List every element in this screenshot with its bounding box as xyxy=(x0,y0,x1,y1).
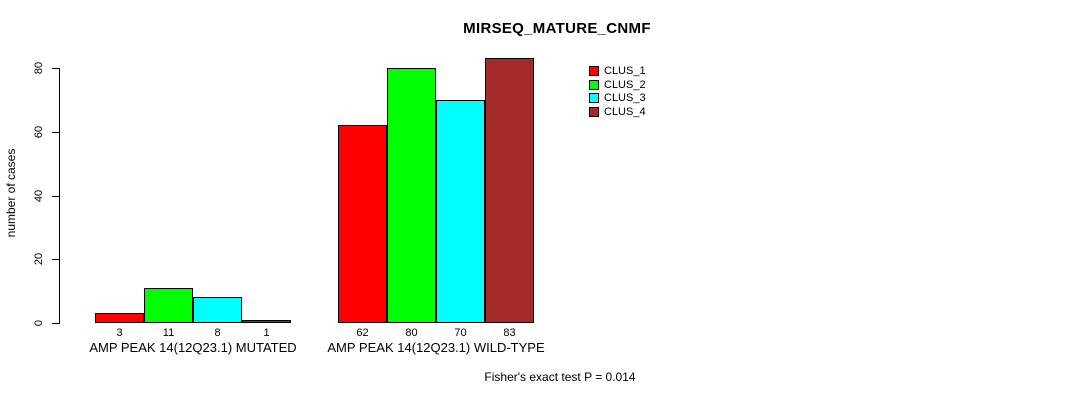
bar-clus_2-group1 xyxy=(144,288,193,323)
legend-label-clus_1: CLUS_1 xyxy=(604,65,646,77)
y-tick xyxy=(52,196,59,197)
y-axis-title: number of cases xyxy=(4,148,18,238)
y-tick xyxy=(52,132,59,133)
y-tick xyxy=(52,68,59,69)
y-tick xyxy=(52,259,59,260)
statistical-test-footnote: Fisher's exact test P = 0.014 xyxy=(484,370,636,384)
bar-clus_4-group2 xyxy=(485,58,534,323)
bar-clus_2-group2 xyxy=(387,68,436,323)
bar-value-label: 80 xyxy=(405,327,418,339)
y-tick-label: 20 xyxy=(33,252,45,266)
bar-value-label: 62 xyxy=(356,327,369,339)
bar-value-label: 70 xyxy=(454,327,467,339)
bar-clus_1-group1 xyxy=(95,313,144,323)
bar-clus_3-group1 xyxy=(193,297,242,323)
y-tick-label: 80 xyxy=(33,61,45,75)
bar-clus_1-group2 xyxy=(338,125,387,323)
legend-label-clus_2: CLUS_2 xyxy=(604,79,646,91)
legend-label-clus_4: CLUS_4 xyxy=(604,106,646,118)
y-tick-label: 0 xyxy=(33,319,45,327)
bar-value-label: 1 xyxy=(263,327,270,339)
x-category-label: AMP PEAK 14(12Q23.1) WILD-TYPE xyxy=(327,340,545,355)
y-tick-label: 60 xyxy=(33,125,45,139)
bar-value-label: 83 xyxy=(503,327,516,339)
bar-clus_4-group1 xyxy=(242,320,291,323)
y-tick-label: 40 xyxy=(33,189,45,203)
legend-swatch-clus_4 xyxy=(589,107,599,117)
legend-swatch-clus_3 xyxy=(589,93,599,103)
x-category-label: AMP PEAK 14(12Q23.1) MUTATED xyxy=(89,340,297,355)
bar-value-label: 8 xyxy=(214,327,221,339)
chart-title: MIRSEQ_MATURE_CNMF xyxy=(463,20,651,37)
legend-swatch-clus_2 xyxy=(589,80,599,90)
y-axis-line xyxy=(59,68,60,324)
legend-swatch-clus_1 xyxy=(589,66,599,76)
bar-value-label: 3 xyxy=(116,327,123,339)
y-tick xyxy=(52,323,59,324)
legend-label-clus_3: CLUS_3 xyxy=(604,92,646,104)
bar-clus_3-group2 xyxy=(436,100,485,323)
bar-value-label: 11 xyxy=(162,327,175,339)
